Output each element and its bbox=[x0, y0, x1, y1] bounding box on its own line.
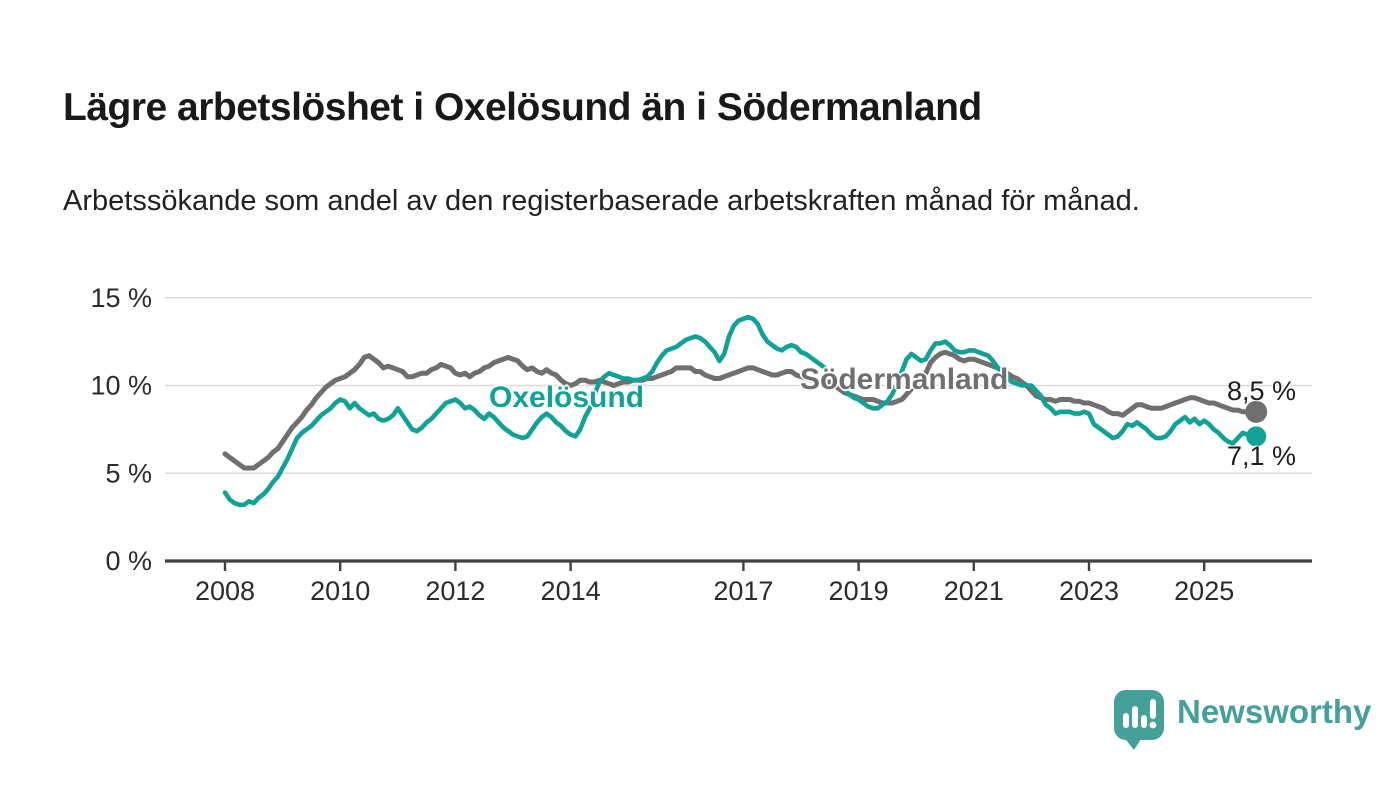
x-tick-label: 2010 bbox=[310, 576, 370, 606]
x-axis-labels: 2008 2010 2012 2014 2017 2019 2021 2023 2025 bbox=[195, 576, 1234, 606]
line-oxelosund bbox=[222, 314, 1255, 508]
series-end-dots bbox=[1245, 400, 1268, 447]
y-gridlines bbox=[165, 296, 1312, 475]
y-tick-label: 15 % bbox=[90, 283, 152, 313]
series-lines bbox=[222, 314, 1255, 508]
page-title: Lägre arbetslöshet i Oxelösund än i Söde… bbox=[63, 86, 982, 130]
x-tick-label: 2023 bbox=[1059, 576, 1119, 606]
x-tick-label: 2014 bbox=[541, 576, 601, 606]
x-tick-label: 2017 bbox=[713, 576, 773, 606]
newsworthy-logo-icon bbox=[1114, 690, 1164, 750]
x-tick-label: 2012 bbox=[425, 576, 485, 606]
y-tick-label: 10 % bbox=[90, 371, 152, 401]
y-tick-label: 0 % bbox=[105, 546, 152, 576]
x-axis bbox=[165, 559, 1312, 571]
x-tick-label: 2008 bbox=[195, 576, 255, 606]
x-tick-label: 2019 bbox=[829, 576, 889, 606]
newsworthy-logo: Newsworthy bbox=[1113, 688, 1371, 750]
newsworthy-logo-text: Newsworthy bbox=[1177, 693, 1372, 730]
end-value-label-oxelosund: 7,1 % bbox=[1227, 441, 1297, 471]
y-axis-labels: 0 % 5 % 10 % 15 % bbox=[90, 283, 152, 576]
x-tick-label: 2021 bbox=[944, 576, 1004, 606]
series-label-oxelosund: Oxelösund bbox=[489, 381, 645, 414]
end-dot-oxelosund bbox=[1246, 426, 1267, 447]
y-tick-label: 5 % bbox=[105, 458, 152, 488]
line-sodermanland bbox=[222, 349, 1255, 471]
end-dot-sodermanland bbox=[1245, 400, 1268, 423]
series-label-sodermanland: Södermanland bbox=[800, 363, 1009, 396]
chart-subtitle: Arbetssökande som andel av den registerb… bbox=[63, 185, 1140, 217]
end-value-label-sodermanland: 8,5 % bbox=[1227, 376, 1297, 406]
x-tick-label: 2025 bbox=[1174, 576, 1234, 606]
